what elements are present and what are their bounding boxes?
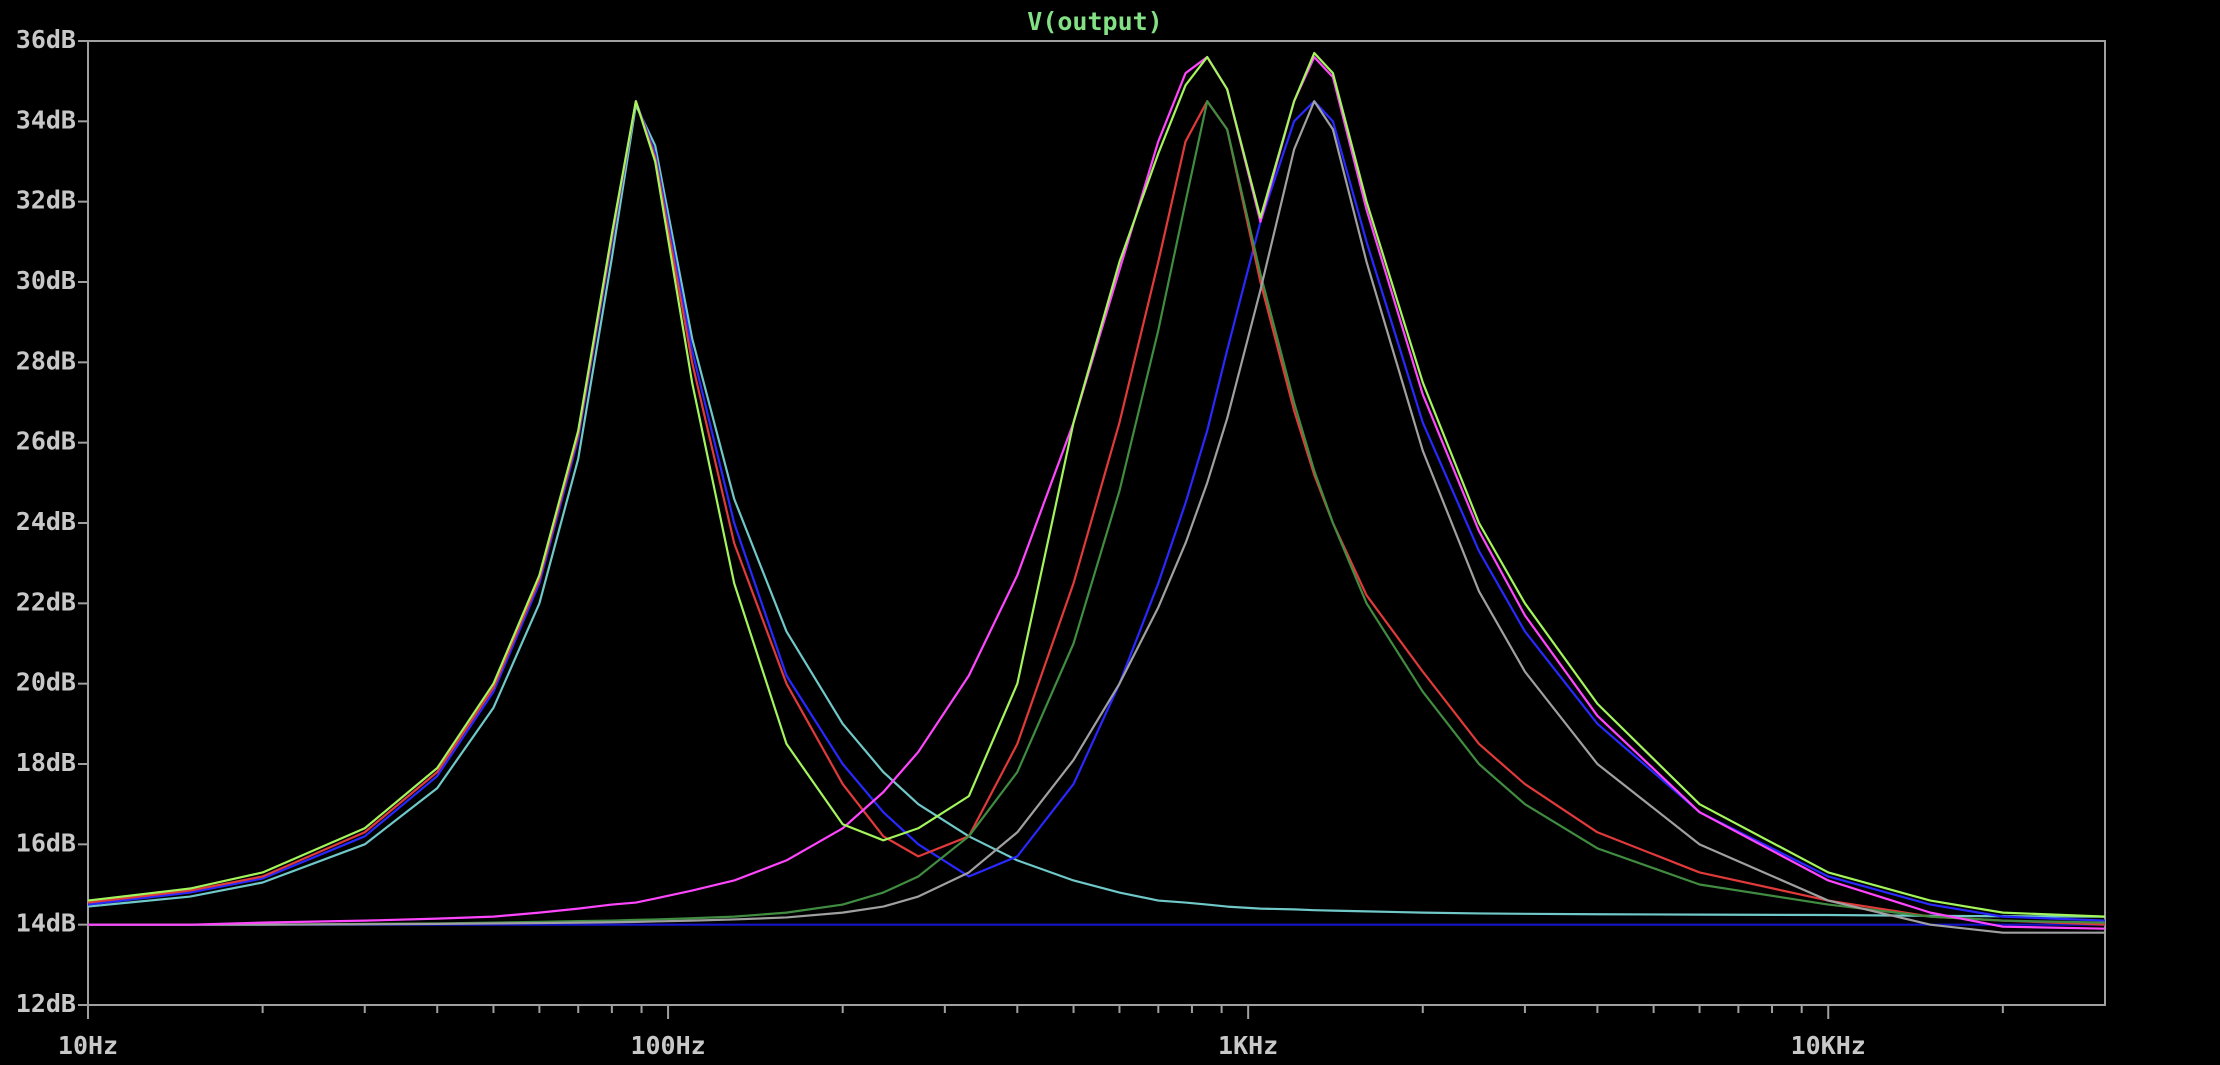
y-tick-label: 20dB <box>16 668 76 697</box>
y-tick-label: 14dB <box>16 909 76 938</box>
series-line <box>88 100 2105 934</box>
y-tick-label: 32dB <box>16 186 76 215</box>
y-tick-label: 30dB <box>16 266 76 295</box>
y-tick-label: 28dB <box>16 346 76 375</box>
y-tick-label: 12dB <box>16 989 76 1018</box>
y-tick-label: 26dB <box>16 427 76 456</box>
x-tick-label: 1KHz <box>1218 1031 1278 1060</box>
x-tick-label: 100Hz <box>630 1031 705 1060</box>
y-tick-label: 18dB <box>16 748 76 777</box>
y-tick-label: 24dB <box>16 507 76 536</box>
y-tick-label: 16dB <box>16 828 76 857</box>
series-line <box>87 51 2106 918</box>
x-tick-label: 10KHz <box>1791 1031 1866 1060</box>
series-line <box>87 104 2106 918</box>
y-tick-label: 34dB <box>16 105 76 134</box>
series-line <box>88 100 2106 926</box>
chart-title: V(output) <box>1027 7 1162 36</box>
y-tick-label: 22dB <box>16 587 76 616</box>
y-tick-label: 36dB <box>16 25 76 54</box>
x-tick-label: 10Hz <box>58 1031 118 1060</box>
